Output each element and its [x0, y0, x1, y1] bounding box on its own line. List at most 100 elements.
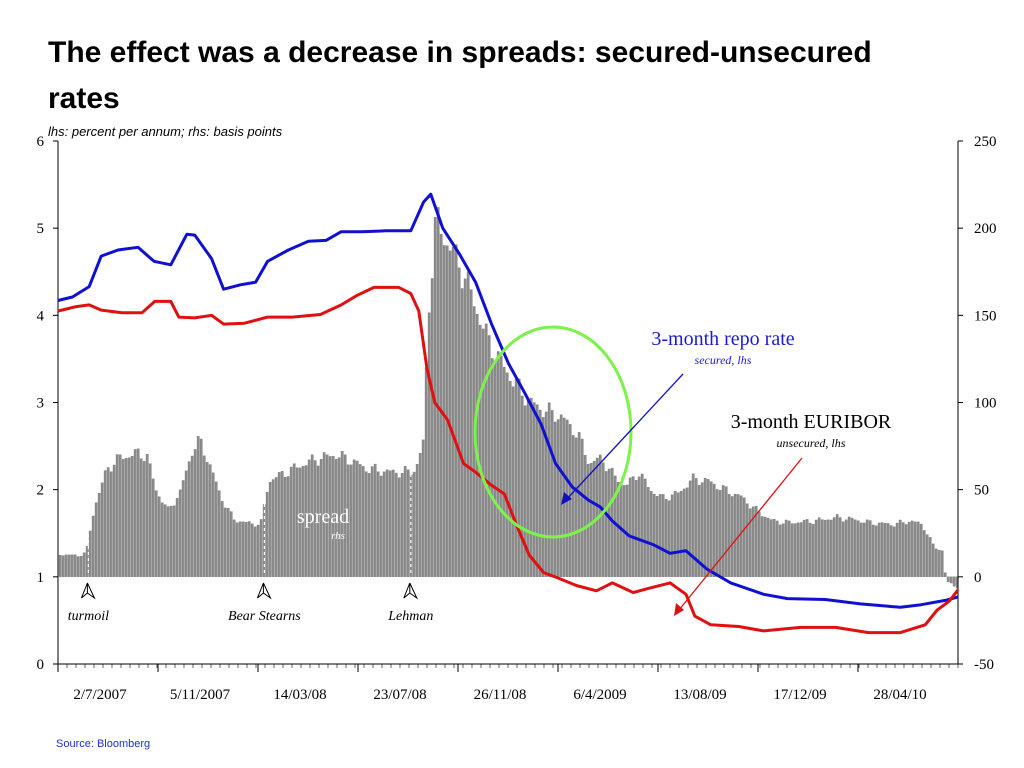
spread-bar: [712, 483, 716, 577]
spread-bar: [697, 484, 701, 577]
spread-bar: [628, 477, 632, 577]
spread-bar: [841, 521, 845, 577]
spread-bar: [241, 521, 245, 577]
spread-bar: [556, 419, 560, 577]
x-axis-tick-label: 17/12/09: [773, 687, 826, 703]
x-axis-tick-label: 28/04/10: [873, 687, 926, 703]
spread-bar: [934, 548, 938, 577]
spread-bar: [688, 480, 692, 577]
spread-bar: [847, 516, 851, 577]
spread-bar: [448, 250, 452, 577]
spread-bar: [781, 523, 785, 577]
right-axis-tick-label: 250: [974, 134, 997, 150]
spread-bar: [727, 494, 731, 577]
spread-bar: [496, 351, 500, 577]
spread-bar: [571, 435, 575, 577]
spread-bar: [196, 436, 200, 577]
spread-bar: [295, 467, 299, 577]
spread-bar: [406, 469, 410, 577]
spread-bar: [520, 395, 524, 577]
spread-bar: [286, 476, 290, 577]
spread-bar: [124, 458, 128, 577]
spread-bar: [202, 455, 206, 577]
spread-bar: [415, 464, 419, 577]
spread-bar: [817, 517, 821, 577]
spread-bar: [766, 517, 770, 577]
spread-bar: [424, 367, 428, 577]
spread-bar: [256, 524, 260, 577]
spread-bar: [655, 496, 659, 577]
spread-bar: [307, 459, 311, 577]
spread-bar: [136, 448, 140, 577]
spread-bar: [70, 554, 74, 577]
spread-bar: [118, 454, 122, 577]
spread-bar: [229, 511, 233, 577]
spread-bar: [232, 519, 236, 577]
spread-bar: [67, 554, 71, 577]
spread-bar: [928, 537, 932, 577]
spread-bar: [514, 378, 518, 577]
spread-bar: [586, 463, 590, 577]
spread-bar: [157, 496, 161, 577]
spread-bar: [673, 491, 677, 577]
spread-bar: [412, 471, 416, 577]
spread-bar: [502, 367, 506, 577]
spread-bar: [550, 410, 554, 577]
spread-bar: [826, 519, 830, 577]
spread-bar: [364, 471, 368, 577]
spread-bar: [886, 523, 890, 577]
spread-bar: [490, 358, 494, 577]
spread-bar: [361, 466, 365, 577]
spread-bar: [334, 459, 338, 577]
spread-bar: [682, 488, 686, 577]
spread-bar: [616, 482, 620, 577]
spread-bar: [646, 487, 650, 577]
spread-bar: [952, 576, 956, 587]
spread-bar: [808, 522, 812, 577]
spread-bar: [805, 519, 809, 577]
source-note: Source: Bloomberg: [56, 738, 151, 750]
spread-bar: [517, 378, 521, 577]
spread-bar: [64, 554, 68, 577]
spread-bar: [742, 497, 746, 577]
spread-bar: [478, 324, 482, 577]
spread-bar: [706, 479, 710, 577]
spread-bar: [718, 490, 722, 577]
right-axis-tick-label: 150: [974, 308, 997, 324]
spread-bar: [568, 424, 572, 577]
spread-bar: [106, 467, 110, 577]
spread-bar: [535, 404, 539, 577]
repo-rate-line: [57, 192, 959, 609]
spread-bar: [508, 381, 512, 577]
spread-bar: [271, 479, 275, 577]
spread-bar: [844, 519, 848, 577]
spread-bar: [889, 525, 893, 577]
spread-bar: [883, 523, 887, 577]
spread-bar: [880, 522, 884, 577]
spread-bar: [529, 397, 533, 577]
spread-bar: [868, 520, 872, 577]
spread-bar: [61, 555, 65, 577]
spread-bar: [427, 312, 431, 577]
spread-bar: [400, 473, 404, 577]
spread-bar: [721, 485, 725, 577]
spread-bar: [481, 328, 485, 577]
spread-bar: [151, 478, 155, 577]
spread-bar: [190, 455, 194, 577]
spread-bar: [493, 360, 497, 577]
spread-bar: [895, 522, 899, 577]
spread-bar: [85, 546, 89, 577]
spread-bar: [259, 519, 263, 577]
spread-bar: [103, 470, 107, 577]
spread-bar: [349, 464, 353, 577]
spread-bar: [865, 519, 869, 577]
spread-bar: [337, 457, 341, 577]
spread-bar: [403, 466, 407, 577]
spread-bar: [127, 457, 131, 577]
spread-bar: [916, 521, 920, 577]
spread-bar: [631, 476, 635, 577]
spread-bar: [439, 234, 443, 577]
spread-bar: [289, 466, 293, 577]
spread-bar: [451, 246, 455, 577]
event-label: Bear Stearns: [228, 609, 301, 624]
